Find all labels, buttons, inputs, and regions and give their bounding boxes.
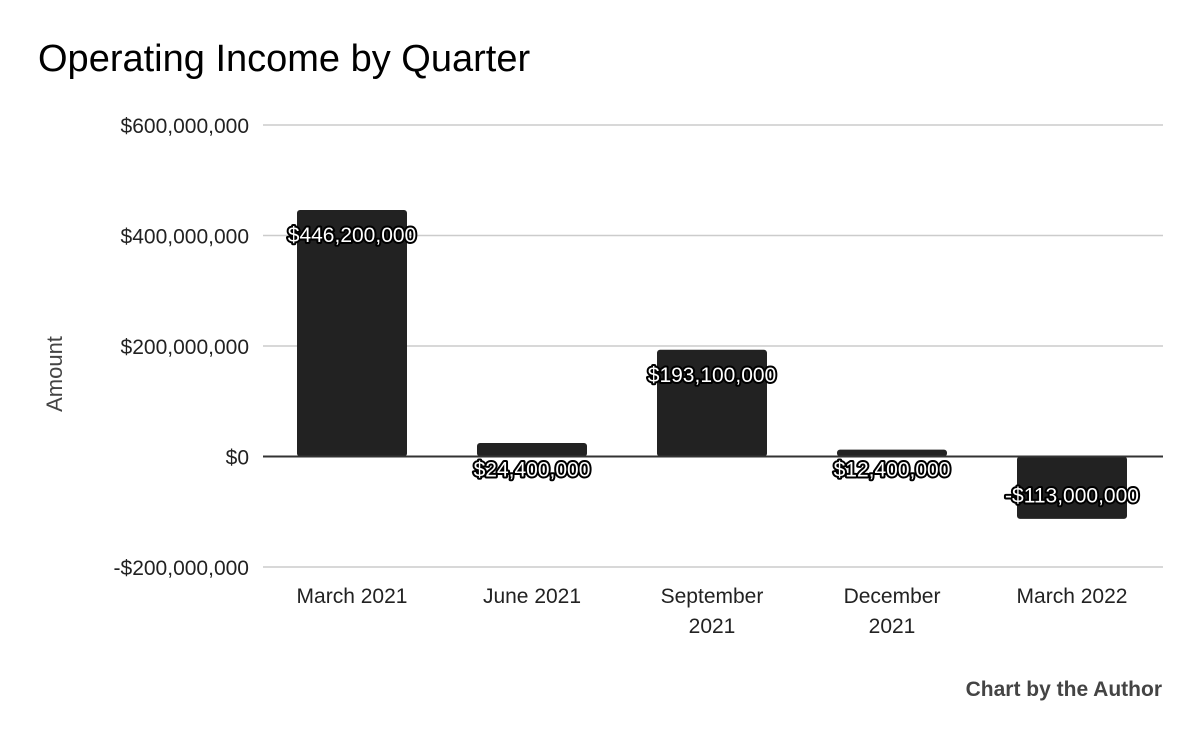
bar — [1017, 456, 1127, 519]
y-tick-label: $0 — [226, 447, 249, 470]
data-label: $24,400,000 — [474, 459, 591, 482]
bar — [477, 443, 587, 457]
data-label: $193,100,000 — [648, 364, 776, 387]
data-label: $12,400,000 — [834, 459, 951, 482]
x-category-label: December 2021 — [844, 585, 941, 638]
x-category-label: September 2021 — [661, 585, 764, 638]
bar — [837, 449, 947, 457]
x-category-label: March 2022 — [1017, 585, 1128, 608]
data-label: -$113,000,000 — [1005, 485, 1139, 508]
y-tick-label: -$200,000,000 — [114, 557, 249, 580]
y-tick-label: $200,000,000 — [121, 336, 249, 359]
data-label: $446,200,000 — [288, 224, 416, 247]
y-axis-ticks: $600,000,000 $400,000,000 $200,000,000 $0 -$… — [114, 115, 249, 580]
gridlines — [263, 124, 1163, 568]
y-axis-label: Amount — [42, 336, 67, 412]
chart-credit: Chart by the Author — [965, 678, 1162, 701]
data-labels: $446,200,000 $24,400,000 $193,100,000 $12,4… — [286, 222, 1141, 510]
bar — [657, 349, 767, 457]
bars — [297, 209, 1127, 519]
x-category-label: June 2021 — [483, 585, 581, 608]
x-category-label: March 2021 — [297, 585, 408, 608]
bar — [297, 209, 407, 457]
y-tick-label: $600,000,000 — [121, 115, 249, 138]
chart-title: Operating Income by Quarter — [38, 38, 531, 80]
y-tick-label: $400,000,000 — [121, 226, 249, 249]
x-axis-categories: March 2021 June 2021 September 2021 December… — [297, 585, 1128, 638]
